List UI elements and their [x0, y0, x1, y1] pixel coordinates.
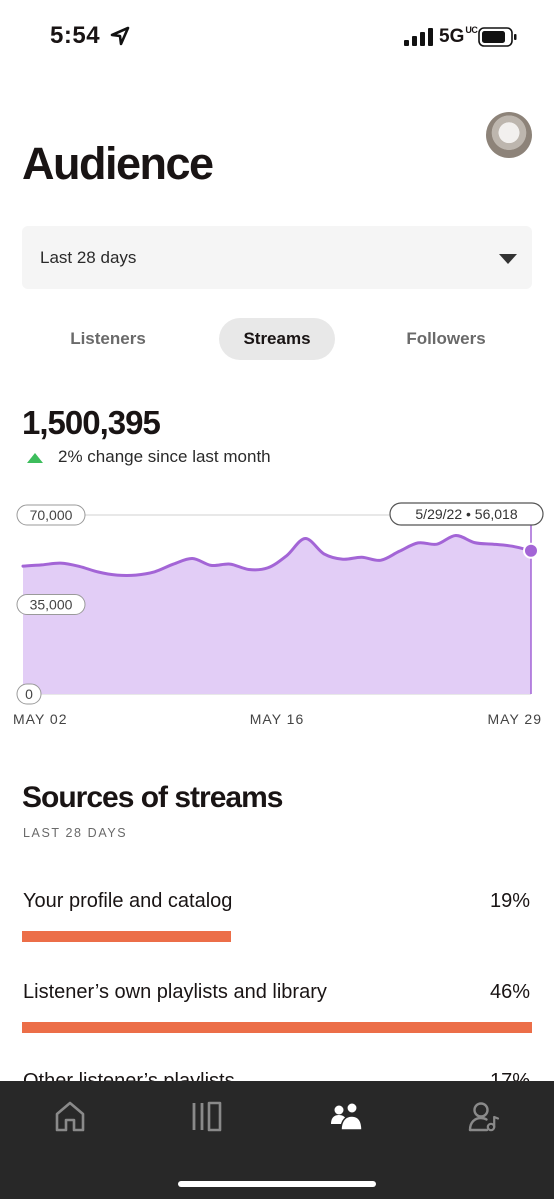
svg-text:35,000: 35,000: [30, 597, 73, 613]
avatar[interactable]: [486, 112, 532, 158]
home-indicator: [178, 1181, 376, 1187]
bottom-nav: [0, 1081, 554, 1199]
metric-tabs: Listeners Streams Followers: [22, 318, 532, 360]
x-tick-may-29: MAY 29: [487, 711, 542, 727]
source-bar: [22, 1022, 532, 1033]
tab-streams[interactable]: Streams: [219, 318, 335, 360]
x-tick-may-16: MAY 16: [250, 711, 305, 727]
sources-subtitle: LAST 28 DAYS: [23, 826, 128, 840]
date-range-value: Last 28 days: [40, 248, 137, 267]
svg-text:0: 0: [25, 686, 33, 702]
source-percent: 19%: [489, 890, 530, 912]
status-time: 5:54: [50, 22, 101, 49]
total-streams-value: 1,500,395: [22, 404, 161, 441]
tab-followers[interactable]: Followers: [406, 329, 486, 348]
source-row-own-playlists[interactable]: Listener’s own playlists and library 46%: [22, 981, 532, 1037]
status-bar: 5:54 5GUC: [0, 0, 554, 72]
y-tick-35000: 35,000: [16, 594, 86, 615]
series-line: [21, 534, 533, 577]
network-label: 5GUC: [439, 25, 478, 48]
change-text: 2% change since last month: [58, 447, 271, 466]
network-suffix: UC: [465, 25, 478, 35]
tab-listeners[interactable]: Listeners: [70, 329, 146, 348]
y-tick-0: 0: [16, 683, 42, 705]
location-arrow-icon: [110, 26, 130, 46]
profile-icon[interactable]: [467, 1099, 501, 1133]
source-label: Your profile and catalog: [23, 890, 233, 912]
source-bar: [22, 931, 232, 942]
catalog-icon[interactable]: [190, 1099, 224, 1133]
cellular-signal-icon: [404, 28, 433, 46]
highlight-point[interactable]: [523, 542, 539, 559]
y-tick-70000: 70,000: [16, 504, 86, 526]
caret-down-icon: [499, 254, 517, 264]
battery-icon: [478, 27, 517, 47]
page-title: Audience: [22, 138, 214, 189]
triangle-up-icon: [27, 453, 43, 463]
source-label: Listener’s own playlists and library: [23, 981, 327, 1003]
audience-icon[interactable]: [329, 1099, 363, 1133]
date-range-dropdown[interactable]: Last 28 days: [22, 226, 532, 289]
x-tick-may-02: MAY 02: [13, 711, 68, 727]
source-row-profile[interactable]: Your profile and catalog 19%: [22, 890, 532, 946]
svg-text:5/29/22 • 56,018: 5/29/22 • 56,018: [415, 506, 517, 522]
home-icon[interactable]: [53, 1099, 87, 1133]
svg-text:70,000: 70,000: [30, 507, 73, 523]
sources-title: Sources of streams: [22, 781, 283, 814]
highlight-label: 5/29/22 • 56,018: [389, 502, 544, 526]
series-area: [23, 535, 531, 694]
streams-chart[interactable]: 70,000 35,000 0 5/29/22 • 56,018 MAY 02 …: [0, 496, 554, 732]
source-percent: 46%: [489, 981, 530, 1003]
